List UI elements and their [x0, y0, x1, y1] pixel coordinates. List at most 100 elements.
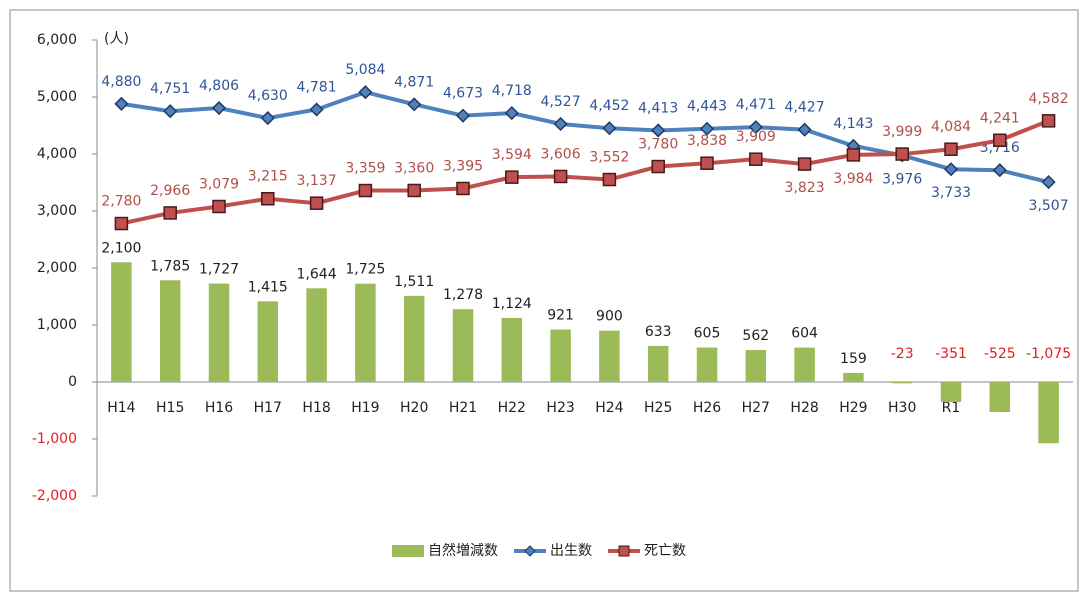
- line-value-label: 3,823: [785, 180, 825, 196]
- line-value-label: 3,594: [492, 147, 532, 163]
- chart-frame: [9, 9, 1079, 592]
- y-tick-label: 2,000: [37, 260, 77, 276]
- marker: [114, 216, 129, 231]
- bar: [696, 347, 718, 382]
- marker: [211, 100, 227, 116]
- line-value-label: 2,966: [150, 183, 190, 199]
- line-value-label: 3,976: [882, 171, 922, 187]
- x-tick-label: H19: [351, 400, 379, 416]
- line-value-label: 4,241: [980, 110, 1020, 126]
- marker: [163, 104, 178, 119]
- line-value-label: 3,137: [297, 173, 337, 189]
- legend-label: 出生数: [550, 543, 592, 559]
- marker: [992, 163, 1007, 178]
- marker: [602, 172, 617, 187]
- bar-value-label: 159: [840, 351, 867, 367]
- y-tick-label: 4,000: [37, 146, 77, 162]
- y-tick-label: -1,000: [32, 431, 77, 447]
- line-value-label: 4,806: [199, 78, 239, 94]
- y-tick-label: 0: [68, 374, 77, 390]
- bar-value-label: 562: [742, 328, 769, 344]
- marker: [260, 111, 275, 126]
- legend-label: 死亡数: [644, 543, 686, 559]
- marker: [504, 106, 519, 121]
- line-value-label: 4,781: [297, 79, 337, 95]
- x-tick-label: H15: [156, 400, 184, 416]
- bar-value-label: -23: [891, 346, 914, 362]
- marker: [1041, 114, 1056, 128]
- marker: [163, 206, 177, 220]
- bar: [257, 301, 279, 382]
- x-tick-label: H14: [107, 400, 135, 416]
- marker: [651, 123, 666, 138]
- line-value-label: 4,413: [638, 100, 678, 116]
- line-value-label: 3,733: [931, 185, 971, 201]
- bar: [355, 283, 376, 382]
- line-value-label: 3,780: [638, 137, 678, 153]
- x-tick-label: H30: [888, 400, 916, 416]
- line-value-label: 2,780: [101, 194, 141, 210]
- line-value-label: 3,552: [589, 150, 629, 166]
- line-value-label: 3,395: [443, 158, 483, 174]
- bar: [1038, 382, 1059, 444]
- line-value-label: 4,751: [150, 81, 190, 97]
- bar-value-label: 900: [596, 309, 623, 325]
- bar-value-label: 921: [547, 308, 574, 324]
- bar-value-label: 1,644: [297, 266, 337, 282]
- marker: [407, 97, 422, 112]
- y-tick-label: 1,000: [37, 317, 77, 333]
- unit-label: (人): [104, 31, 129, 47]
- line-value-label: 3,079: [199, 176, 239, 192]
- marker: [797, 157, 812, 171]
- line-value-label: 4,582: [1029, 91, 1069, 107]
- marker: [456, 181, 470, 196]
- x-tick-label: H26: [693, 400, 721, 416]
- bar: [745, 349, 767, 382]
- bar: [843, 372, 864, 382]
- line-value-label: 3,359: [345, 161, 385, 177]
- x-tick-label: H21: [449, 400, 477, 416]
- bar: [452, 309, 474, 382]
- marker: [651, 159, 665, 174]
- line-value-label: 3,716: [980, 140, 1020, 156]
- bar: [550, 329, 571, 382]
- bar: [501, 317, 523, 382]
- line-value-label: 4,527: [541, 94, 581, 110]
- y-tick-label: -2,000: [32, 488, 77, 504]
- x-tick-label: H23: [546, 400, 574, 416]
- bar-value-label: 1,124: [492, 296, 532, 312]
- bar-value-label: -1,075: [1026, 346, 1071, 362]
- bar-value-label: 633: [645, 324, 672, 340]
- marker: [407, 183, 421, 198]
- line-value-label: 3,909: [736, 129, 776, 145]
- x-tick-label: H20: [400, 400, 428, 416]
- line-value-label: 3,984: [833, 171, 873, 187]
- bar-value-label: -351: [935, 346, 967, 362]
- bar-value-label: 604: [791, 326, 818, 342]
- line-value-label: 3,215: [248, 169, 288, 185]
- bar: [940, 382, 962, 403]
- legend-marker: [524, 545, 536, 557]
- bar-value-label: 1,725: [345, 262, 385, 278]
- line-value-label: 4,471: [736, 97, 776, 113]
- line-value-label: 4,630: [248, 88, 288, 104]
- bar: [647, 345, 669, 382]
- marker: [895, 147, 909, 161]
- bar: [891, 382, 913, 384]
- legend-swatch: [392, 545, 424, 557]
- marker: [700, 156, 714, 170]
- x-tick-label: H28: [790, 400, 818, 416]
- legend-label: 自然増減数: [428, 542, 498, 559]
- legend-marker: [618, 545, 630, 557]
- y-tick-label: 3,000: [37, 203, 77, 219]
- bar: [599, 330, 620, 382]
- marker: [943, 162, 959, 177]
- line: [120, 118, 1050, 226]
- x-tick-label: H16: [205, 400, 233, 416]
- line-value-label: 3,360: [394, 160, 434, 176]
- line-value-label: 4,427: [785, 100, 825, 116]
- y-tick-label: 5,000: [37, 89, 77, 105]
- marker: [455, 108, 471, 123]
- marker: [309, 102, 324, 117]
